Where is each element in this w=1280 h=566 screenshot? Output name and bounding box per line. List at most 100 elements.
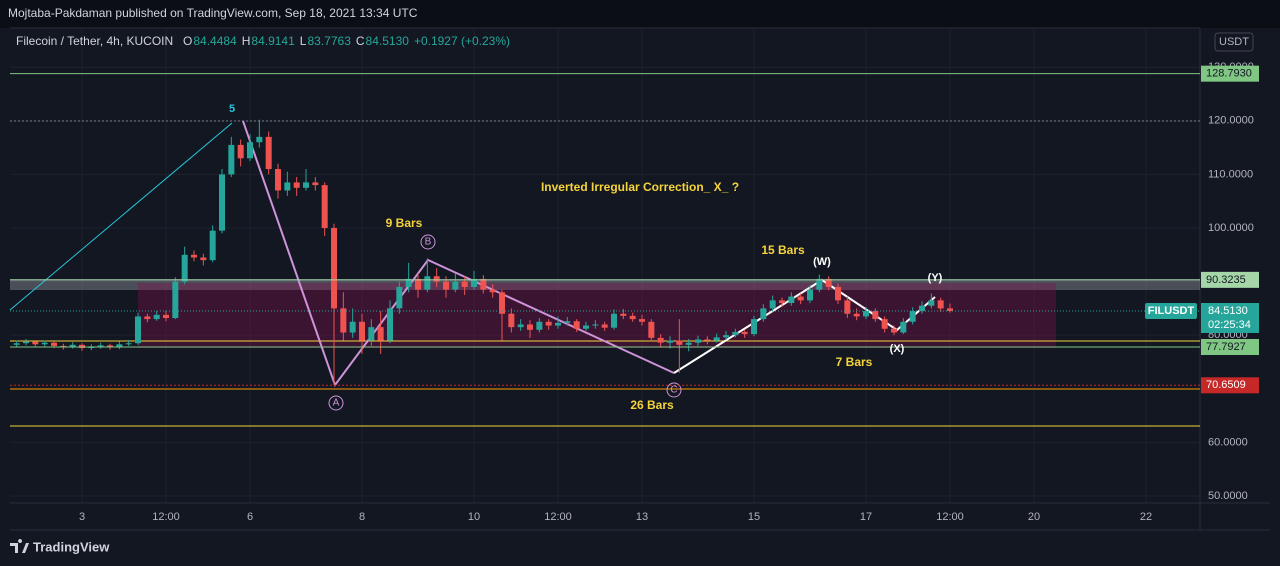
candle-body bbox=[555, 322, 562, 326]
candle-body bbox=[741, 331, 748, 335]
candle-body bbox=[713, 337, 720, 341]
candle-body bbox=[396, 286, 403, 309]
candle-body bbox=[928, 300, 935, 306]
candle-body bbox=[900, 321, 907, 333]
candle-body bbox=[639, 319, 646, 322]
candle-body bbox=[41, 342, 48, 345]
annotation: (X) bbox=[890, 343, 905, 355]
candle-body bbox=[788, 296, 795, 304]
candle-body bbox=[685, 342, 692, 345]
wave-circle bbox=[420, 234, 436, 250]
candle-body bbox=[349, 321, 356, 333]
x-tick-label: 10 bbox=[468, 511, 480, 523]
annotation: B bbox=[425, 237, 432, 248]
annotation: (W) bbox=[813, 256, 831, 268]
candle-body bbox=[760, 308, 767, 320]
candle-body bbox=[872, 311, 879, 320]
publisher: Mojtaba-Pakdaman published on TradingVie… bbox=[8, 6, 418, 20]
currency-button[interactable] bbox=[1214, 32, 1254, 52]
candle-body bbox=[667, 340, 674, 343]
candle-body bbox=[937, 300, 944, 309]
candle-body bbox=[723, 335, 730, 338]
candle-body bbox=[545, 321, 552, 326]
x-tick-label: 6 bbox=[247, 511, 253, 523]
candle-body bbox=[237, 144, 244, 159]
ohlc-key: H bbox=[242, 34, 251, 48]
candle-body bbox=[751, 319, 758, 335]
candle-body bbox=[293, 182, 300, 188]
candle-body bbox=[807, 289, 814, 301]
grid bbox=[10, 28, 1200, 503]
level-label: 128.7930 bbox=[1206, 68, 1252, 80]
candle-body bbox=[368, 327, 375, 341]
annotation: (Y) bbox=[928, 272, 943, 284]
candle-body bbox=[648, 321, 655, 338]
level-label: 90.3235 bbox=[1206, 274, 1246, 286]
candle-body bbox=[499, 292, 506, 314]
candle-body bbox=[13, 343, 20, 345]
candle-body bbox=[340, 308, 347, 333]
candle-body bbox=[163, 314, 170, 319]
candle-body bbox=[797, 296, 804, 301]
candle-body bbox=[825, 278, 832, 287]
x-tick-label: 22 bbox=[1140, 511, 1152, 523]
y-tick-label: 120.0000 bbox=[1208, 115, 1254, 127]
symbol-label: FILUSDT bbox=[1148, 305, 1195, 317]
ohlc-key: O bbox=[183, 34, 192, 48]
candle-body bbox=[779, 300, 786, 304]
currency[interactable]: USDT bbox=[1219, 36, 1249, 48]
x-tick-label: 20 bbox=[1028, 511, 1040, 523]
x-tick-label: 12:00 bbox=[544, 511, 572, 523]
logo bbox=[10, 539, 29, 553]
candle-body bbox=[536, 321, 543, 330]
x-tick-label: 3 bbox=[79, 511, 85, 523]
price-box bbox=[1201, 302, 1259, 333]
candle-body bbox=[620, 313, 627, 316]
candle-body bbox=[452, 281, 459, 290]
x-tick-label: 15 bbox=[748, 511, 760, 523]
level-label-box bbox=[1201, 377, 1259, 394]
header-bar bbox=[0, 0, 1280, 28]
wave-circle bbox=[328, 395, 344, 411]
candle-body bbox=[32, 341, 39, 345]
candle-body bbox=[144, 316, 151, 320]
candle-body bbox=[508, 313, 515, 328]
candles bbox=[13, 119, 954, 386]
candle-body bbox=[676, 340, 683, 345]
y-tick-label: 50.0000 bbox=[1208, 490, 1248, 502]
candle-body bbox=[303, 182, 310, 188]
candle-body bbox=[219, 174, 226, 231]
annotation: 9 Bars bbox=[386, 216, 423, 230]
candle-body bbox=[564, 321, 571, 323]
candle-body bbox=[191, 254, 198, 258]
candle-body bbox=[844, 300, 851, 314]
ohlc-value: 83.7763 bbox=[307, 34, 351, 48]
candle-body bbox=[732, 331, 739, 336]
annotation: C bbox=[670, 385, 677, 396]
candle-body bbox=[256, 136, 263, 143]
candle-body bbox=[695, 339, 702, 343]
candle-body bbox=[424, 276, 431, 290]
candle-body bbox=[97, 345, 104, 347]
level-label: 77.7927 bbox=[1206, 341, 1246, 353]
level-label-box bbox=[1201, 271, 1259, 288]
candle-body bbox=[583, 325, 590, 329]
annotation: A bbox=[333, 398, 340, 409]
candle-body bbox=[331, 227, 338, 309]
wave-line bbox=[242, 120, 675, 388]
wave-circle bbox=[666, 382, 682, 398]
candle-body bbox=[629, 315, 636, 320]
candle-body bbox=[387, 308, 394, 341]
candle-body bbox=[312, 182, 319, 186]
candle-body bbox=[919, 305, 926, 312]
y-tick-label: 110.0000 bbox=[1208, 168, 1253, 180]
candle-body bbox=[909, 311, 916, 322]
x-tick-label: 12:00 bbox=[936, 511, 964, 523]
candle-body bbox=[863, 311, 870, 317]
candle-body bbox=[947, 308, 954, 311]
candle-body bbox=[79, 344, 86, 349]
candle-body bbox=[835, 286, 842, 301]
x-tick-label: 8 bbox=[359, 511, 365, 523]
candle-body bbox=[433, 276, 440, 282]
